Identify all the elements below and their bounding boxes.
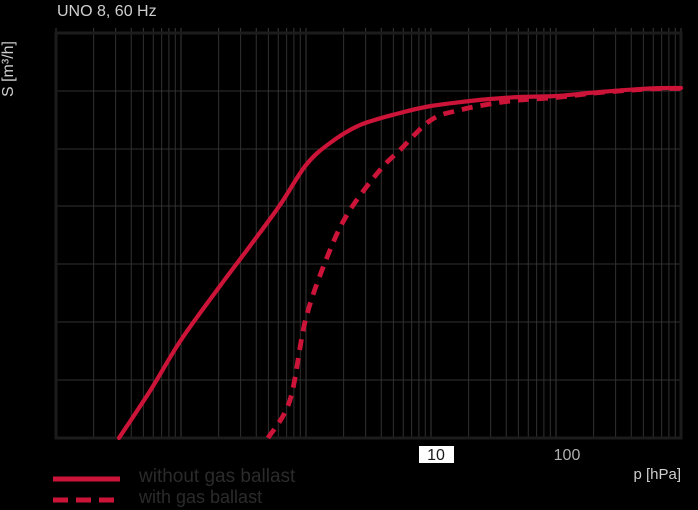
svg-text:without gas ballast: without gas ballast [138, 466, 296, 487]
svg-text:p [hPa]: p [hPa] [633, 466, 681, 483]
svg-text:with gas ballast: with gas ballast [138, 487, 262, 507]
svg-text:UNO 8, 60 Hz: UNO 8, 60 Hz [57, 3, 157, 20]
svg-text:10: 10 [427, 447, 445, 464]
svg-text:100: 100 [554, 447, 581, 464]
svg-text:S [m³/h]: S [m³/h] [0, 41, 17, 97]
